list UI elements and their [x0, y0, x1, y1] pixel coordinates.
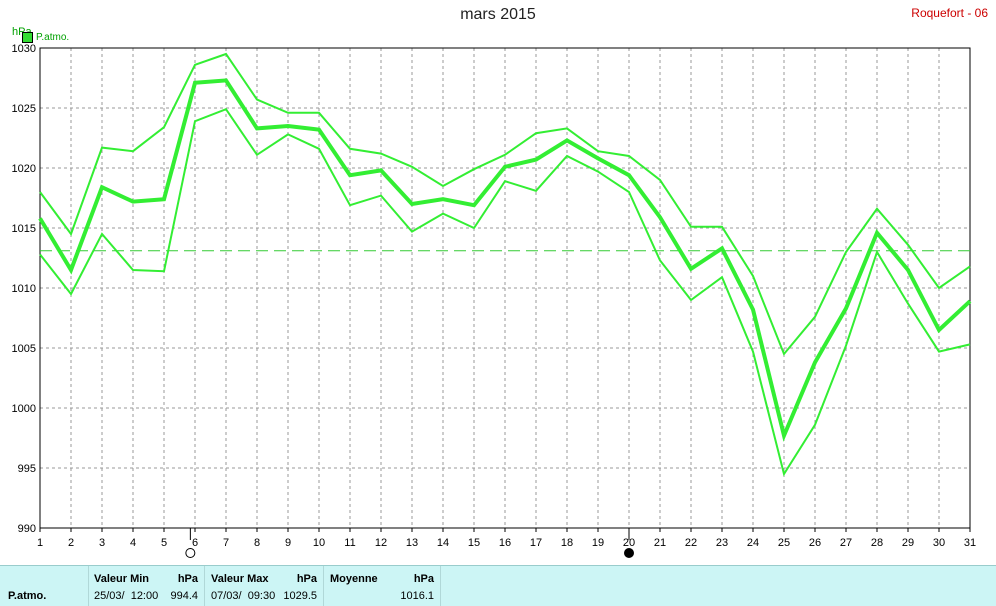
new-moon-icon: [624, 548, 634, 558]
max-unit: hPa: [296, 573, 317, 585]
pressure-chart: 1 2 3 4 5 6 7 8 9 10 11 12 13 14 15 16 17 18 19 20 21 22 23 24 2…: [12, 43, 976, 558]
x-tick-label: 4: [130, 537, 136, 549]
mean-unit: hPa: [413, 573, 434, 585]
x-tick-label: 26: [809, 537, 821, 549]
series-line-2: [38, 78, 972, 442]
max-date: 07/03/ 09:30: [211, 590, 276, 602]
legend: P.atmo.: [22, 32, 69, 43]
x-tick-label: 6: [192, 537, 198, 549]
chart-title: mars 2015: [460, 6, 536, 23]
x-tick-label: 29: [902, 537, 914, 549]
x-tick-label: 18: [561, 537, 573, 549]
x-tick-label: 15: [468, 537, 480, 549]
y-tick-label: 995: [18, 463, 36, 475]
x-tick-label: 24: [747, 537, 759, 549]
x-tick-label: 20: [623, 537, 635, 549]
max-cell: Valeur Max hPa 07/03/ 09:30 1029.5: [205, 566, 324, 606]
x-tick-label: 13: [406, 537, 418, 549]
chart-axes: 1 2 3 4 5 6 7 8 9 10 11 12 13 14 15 16 17 18 19 20 21 22 23 24 2…: [12, 43, 976, 558]
x-tick-label: 11: [344, 537, 355, 549]
min-unit: hPa: [177, 573, 198, 585]
y-tick-label: 1000: [12, 403, 36, 415]
full-moon-icon: [185, 548, 196, 558]
series-line-3: [39, 107, 971, 477]
min-label: Valeur Min: [94, 573, 150, 585]
x-tick-label: 17: [530, 537, 542, 549]
x-tick-label: 27: [840, 537, 852, 549]
mean-label: Moyenne: [330, 573, 378, 585]
mean-cell: Moyenne hPa 1016.1: [324, 566, 441, 606]
x-tick-label: 21: [654, 537, 666, 549]
x-tick-label: 8: [254, 537, 260, 549]
x-tick-label: 10: [313, 537, 325, 549]
plot-frame: [39, 47, 971, 529]
x-tick-label: 30: [933, 537, 945, 549]
min-value: 994.4: [170, 590, 198, 602]
x-tick-label: 5: [161, 537, 167, 549]
x-tick-label: 23: [716, 537, 728, 549]
x-tick-label: 16: [499, 537, 511, 549]
min-cell: Valeur Min hPa 25/03/ 12:00 994.4: [88, 566, 205, 606]
x-tick-label: 31: [964, 537, 976, 549]
chart-series: [38, 52, 972, 477]
x-tick-label: 2: [68, 537, 74, 549]
y-tick-label: 1010: [12, 283, 36, 295]
chart-grid: [40, 48, 970, 528]
x-tick-label: 19: [592, 537, 604, 549]
x-tick-label: 22: [685, 537, 697, 549]
legend-swatch: [22, 32, 33, 43]
y-tick-label: 1030: [12, 43, 36, 55]
mean-value: 1016.1: [400, 590, 434, 602]
summary-panel: P.atmo. Valeur Min hPa 25/03/ 12:00 994.…: [0, 565, 996, 606]
y-tick-label: 1025: [12, 103, 36, 115]
y-tick-label: 990: [18, 523, 36, 535]
x-tick-label: 25: [778, 537, 790, 549]
x-tick-label: 3: [99, 537, 105, 549]
x-tick-label: 1: [37, 537, 43, 549]
station-name: Roquefort - 06: [911, 6, 988, 20]
x-tick-label: 9: [285, 537, 291, 549]
legend-label: P.atmo.: [36, 32, 70, 43]
x-tick-label: 28: [871, 537, 883, 549]
summary-row-label: P.atmo.: [8, 590, 47, 602]
min-date: 25/03/ 12:00: [94, 590, 159, 602]
y-tick-label: 1005: [12, 343, 36, 355]
max-value: 1029.5: [283, 590, 317, 602]
y-tick-label: 1015: [12, 223, 36, 235]
x-tick-label: 12: [375, 537, 387, 549]
y-tick-label: 1020: [12, 163, 36, 175]
x-tick-label: 14: [437, 537, 449, 549]
max-label: Valeur Max: [211, 573, 269, 585]
x-tick-label: 7: [223, 537, 229, 549]
series-line-1: [39, 52, 971, 356]
summary-row-label-cell: P.atmo.: [0, 566, 89, 606]
